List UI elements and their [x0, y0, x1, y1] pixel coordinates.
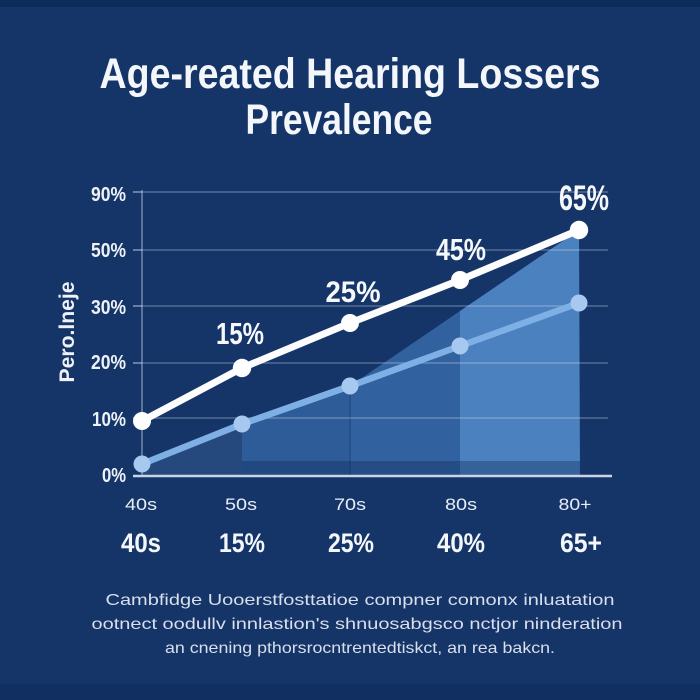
svg-text:80s: 80s: [445, 495, 477, 514]
svg-text:45%: 45%: [436, 232, 486, 267]
svg-text:50s: 50s: [225, 495, 257, 514]
svg-text:90%: 90%: [91, 184, 126, 206]
svg-text:Prevalence: Prevalence: [246, 96, 433, 144]
svg-text:65+: 65+: [560, 528, 602, 558]
svg-text:50%: 50%: [91, 240, 126, 262]
svg-text:Age-reated Hearing Lossers: Age-reated Hearing Lossers: [100, 50, 601, 98]
svg-text:30%: 30%: [91, 297, 126, 319]
svg-text:40%: 40%: [437, 528, 485, 558]
svg-text:Cambfidge Uooerstfosttatioe co: Cambfidge Uooerstfosttatioe compner como…: [106, 592, 615, 609]
svg-text:80+: 80+: [559, 495, 592, 514]
svg-text:20%: 20%: [91, 352, 126, 374]
svg-text:10%: 10%: [92, 409, 126, 431]
svg-text:15%: 15%: [216, 316, 264, 351]
svg-text:15%: 15%: [219, 528, 265, 558]
svg-text:Pero.lneje: Pero.lneje: [56, 282, 79, 383]
svg-text:40s: 40s: [121, 528, 161, 558]
svg-text:40s: 40s: [125, 495, 157, 514]
svg-text:an cnening pthorsrocntrentedti: an cnening pthorsrocntrentedtiskct, an r…: [165, 640, 555, 657]
svg-text:0%: 0%: [102, 465, 126, 487]
svg-text:70s: 70s: [334, 495, 366, 514]
svg-text:25%: 25%: [326, 276, 381, 309]
svg-text:65%: 65%: [559, 179, 609, 218]
svg-text:ootnect oodullv innlastion's s: ootnect oodullv innlastion's shnuosabgsc…: [92, 616, 623, 633]
svg-text:25%: 25%: [328, 528, 374, 558]
